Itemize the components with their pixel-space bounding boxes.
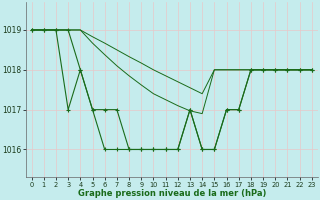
X-axis label: Graphe pression niveau de la mer (hPa): Graphe pression niveau de la mer (hPa) [77,189,266,198]
